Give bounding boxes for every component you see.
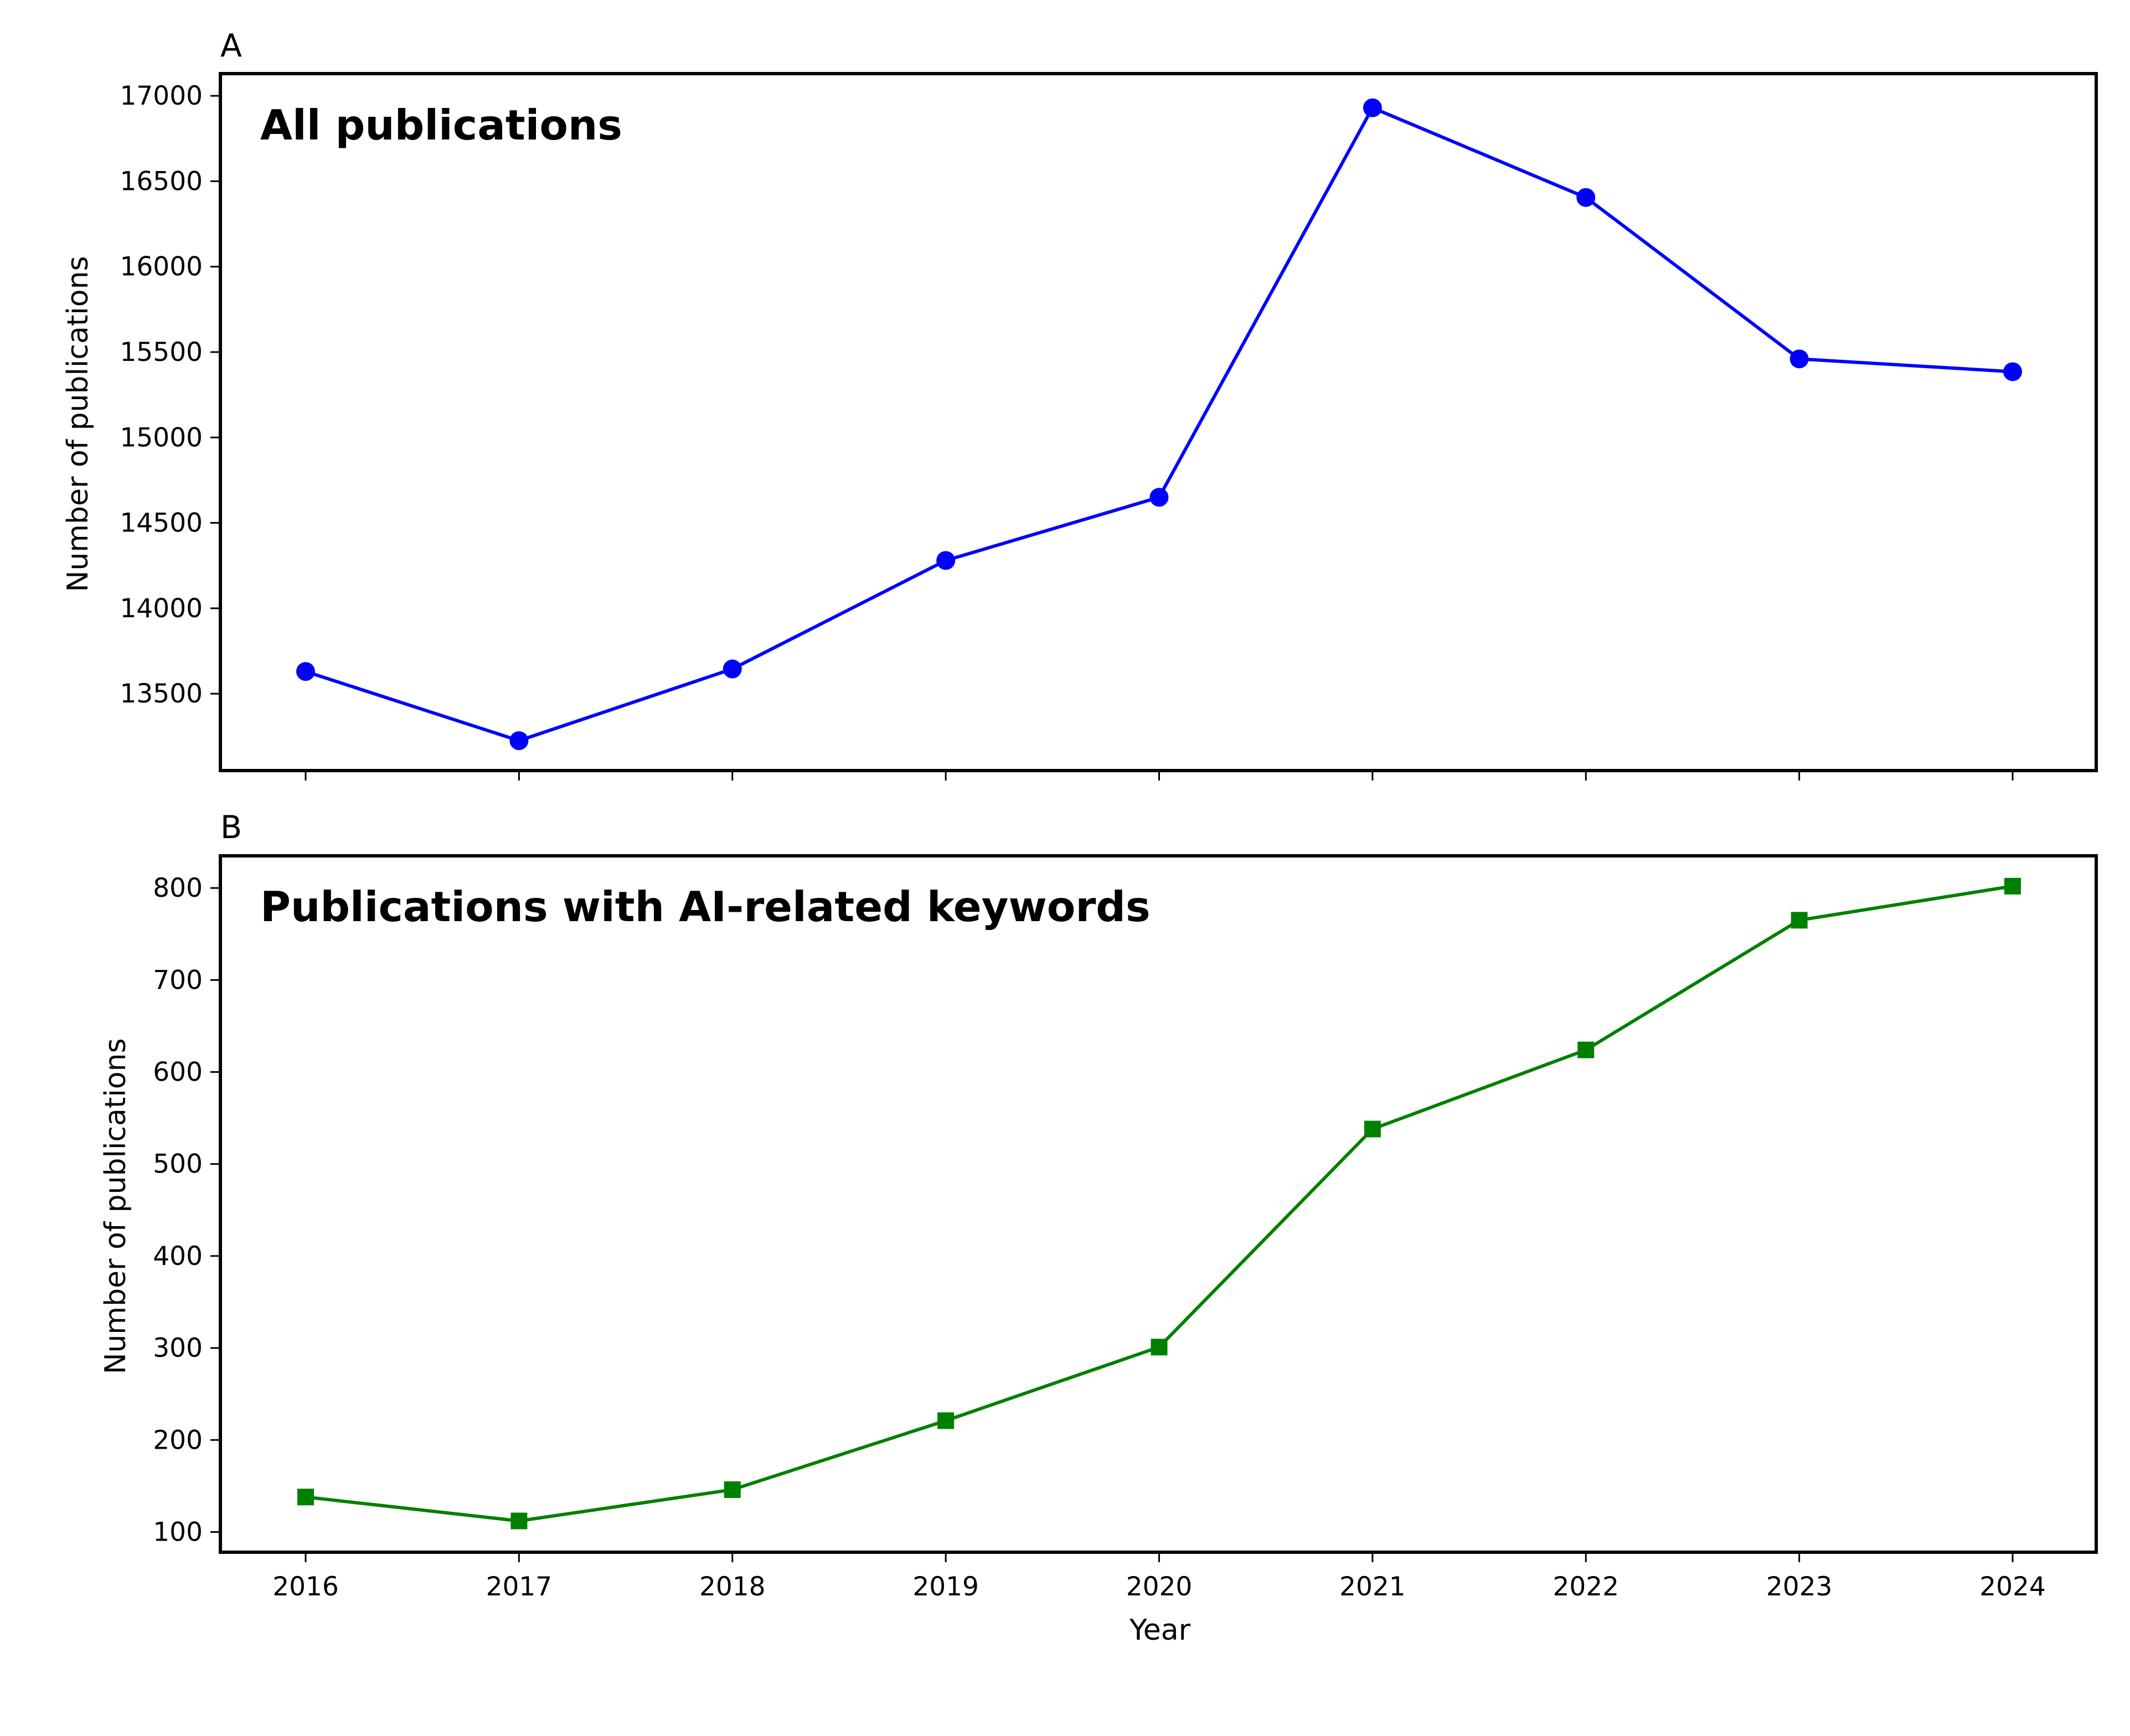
x-tick-label: 2018 <box>699 1572 766 1602</box>
data-point <box>510 1512 528 1530</box>
data-point <box>1576 188 1596 207</box>
data-point <box>936 551 956 570</box>
y-tick-label: 800 <box>153 873 203 903</box>
y-tick-label: 16500 <box>120 166 203 197</box>
data-point <box>1151 1339 1168 1356</box>
y-tick-label: 500 <box>153 1149 203 1180</box>
x-tick-label: 2024 <box>1979 1572 2046 1602</box>
plot-frame <box>219 854 2098 1554</box>
x-axis-label: Year <box>1129 1614 1191 1647</box>
y-tick-label: 15500 <box>120 337 203 368</box>
data-point <box>297 1489 314 1506</box>
y-tick-label: 600 <box>153 1057 203 1088</box>
y-axis-label: Number of publications <box>61 256 95 592</box>
data-point <box>1791 912 1808 929</box>
data-point <box>1789 349 1809 369</box>
y-tick-label: 17000 <box>120 81 203 111</box>
y-tick-label: 700 <box>153 965 203 995</box>
y-tick-label: 13500 <box>120 679 203 709</box>
x-tick-label: 2022 <box>1553 1572 1619 1602</box>
x-tick-label: 2019 <box>912 1572 979 1602</box>
y-tick-label: 200 <box>153 1425 203 1455</box>
panel-label: B <box>220 809 242 846</box>
data-point <box>2003 362 2022 381</box>
y-tick-label: 16000 <box>120 252 203 282</box>
data-point <box>723 659 742 679</box>
panel-a: A All publications Number of publication… <box>61 28 2098 781</box>
data-point <box>1577 1041 1595 1058</box>
x-tick-label: 2016 <box>272 1572 339 1602</box>
data-point <box>1364 1120 1381 1138</box>
x-tick-label: 2020 <box>1126 1572 1193 1602</box>
y-axis-label: Number of publications <box>99 1038 132 1374</box>
chart-title: Publications with AI-related keywords <box>260 882 1151 931</box>
y-tick-label: 100 <box>153 1517 203 1547</box>
data-point <box>1149 488 1169 507</box>
data-point <box>937 1412 955 1429</box>
chart-title: All publications <box>260 101 622 149</box>
y-tick-label: 400 <box>153 1241 203 1272</box>
data-point <box>724 1481 741 1498</box>
data-point <box>2004 877 2021 895</box>
panel-label: A <box>220 28 242 64</box>
y-tick-label: 300 <box>153 1333 203 1363</box>
plot-frame <box>219 72 2098 772</box>
y-tick-label: 14500 <box>120 508 203 539</box>
data-point <box>1363 98 1382 117</box>
x-tick-label: 2017 <box>486 1572 553 1602</box>
x-tick-label: 2021 <box>1339 1572 1406 1602</box>
data-point <box>509 731 529 750</box>
panel-b: B Publications with AI-related keywords … <box>99 809 2098 1647</box>
x-tick-label: 2023 <box>1766 1572 1833 1602</box>
data-point <box>296 662 315 681</box>
y-tick-label: 14000 <box>120 593 203 624</box>
y-tick-label: 15000 <box>120 422 203 453</box>
